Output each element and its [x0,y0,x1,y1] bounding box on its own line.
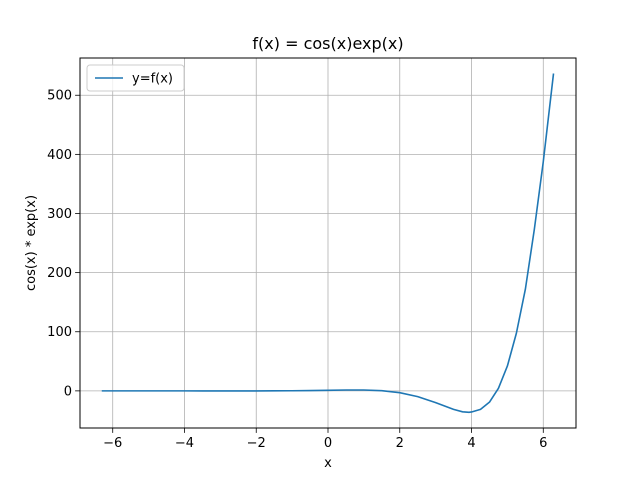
x-tick-label: −2 [247,436,266,451]
x-tick-label: −4 [175,436,194,451]
x-tick-label: 0 [324,436,332,451]
y-tick-label: 200 [47,266,72,281]
x-tick-label: 6 [539,436,547,451]
plot-area [101,73,555,414]
axis-ticks: −6 −4 −2 0 2 4 6 0 100 200 300 400 500 [47,89,547,451]
y-tick-label: 500 [47,89,72,104]
chart-title: f(x) = cos(x)exp(x) [252,34,403,53]
x-tick-label: −6 [103,436,122,451]
legend-label: y=f(x) [132,72,173,87]
series-line-f-x [101,73,555,414]
x-tick-label: 4 [467,436,475,451]
y-tick-label: 100 [47,325,72,340]
y-tick-label: 300 [47,207,72,222]
x-axis-label: x [324,456,332,471]
legend: y=f(x) [86,64,185,92]
x-tick-label: 2 [396,436,404,451]
y-tick-label: 400 [47,148,72,163]
legend-box [86,64,185,92]
y-axis-label: cos(x) * exp(x) [24,195,39,291]
y-tick-label: 0 [64,384,72,399]
